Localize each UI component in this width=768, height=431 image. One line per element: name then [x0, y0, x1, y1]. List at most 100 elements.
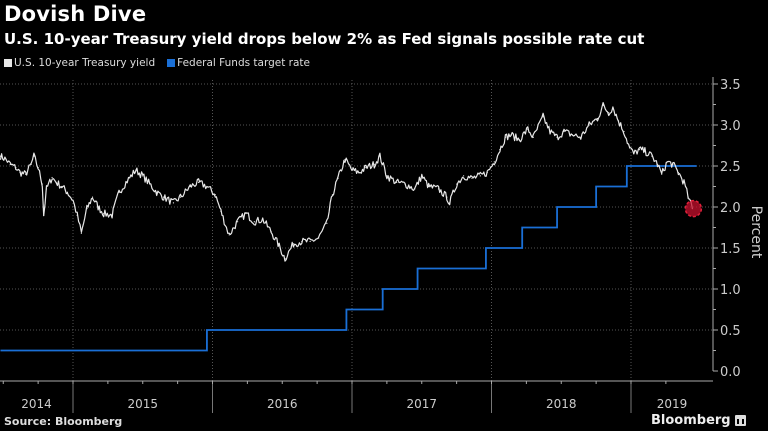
y-tick-label: 3.5: [720, 78, 741, 93]
treasury-yield-point: [214, 194, 216, 196]
treasury-yield-point: [19, 171, 21, 174]
treasury-yield-point: [149, 183, 151, 185]
y-tick-label: 3.0: [720, 119, 741, 134]
latest-value-highlight: [684, 199, 703, 218]
treasury-yield-point: [580, 136, 582, 138]
treasury-yield-point: [284, 258, 286, 260]
treasury-yield-point: [437, 188, 440, 190]
treasury-yield-point: [220, 210, 222, 212]
treasury-yield-point: [549, 130, 551, 133]
legend-label-fed-funds: Federal Funds target rate: [177, 57, 311, 69]
axes: 0.0 0.5 1.0 1.5 2.0 2.5 3.0 3.5 Percent 2014 2015 2…: [0, 77, 764, 413]
treasury-yield-point: [86, 208, 88, 210]
series-treasury-yield: [0, 102, 693, 262]
treasury-yield-point: [644, 150, 646, 152]
treasury-yield-point: [661, 173, 663, 175]
treasury-yield-point: [493, 161, 495, 163]
x-tick-label: 2015: [127, 397, 158, 411]
legend-label-treasury: U.S. 10-year Treasury yield: [14, 57, 156, 69]
treasury-yield-point: [365, 167, 367, 169]
x-tick-label: 2017: [406, 397, 437, 411]
treasury-yield-point: [172, 202, 175, 204]
treasury-yield-point: [571, 134, 574, 136]
treasury-yield-point: [41, 183, 43, 185]
treasury-yield-point: [24, 173, 27, 175]
treasury-yield-point: [617, 120, 620, 122]
treasury-yield-point: [486, 171, 488, 174]
treasury-yield-point: [277, 243, 279, 245]
treasury-yield-point: [623, 130, 625, 133]
treasury-yield-point: [510, 134, 512, 136]
treasury-yield-point: [91, 196, 94, 198]
x-tick-label: 2019: [657, 397, 688, 411]
treasury-yield-point: [379, 155, 381, 157]
treasury-yield-point: [326, 222, 328, 224]
treasury-yield-point: [37, 167, 39, 169]
treasury-yield-point: [351, 169, 353, 171]
series-layer: [0, 102, 697, 352]
treasury-yield-point: [292, 243, 295, 245]
x-tick-label: 2014: [21, 397, 52, 411]
treasury-yield-point: [633, 153, 635, 155]
treasury-yield-point: [5, 158, 7, 161]
bloomberg-chart-icon: [734, 415, 746, 426]
treasury-yield-point: [358, 171, 360, 174]
treasury-yield-point: [331, 194, 334, 196]
treasury-yield-point: [45, 188, 48, 190]
treasury-yield-point: [163, 196, 165, 198]
treasury-yield-point: [0, 155, 2, 157]
y-tick-label: 2.0: [720, 201, 741, 216]
treasury-yield-point: [629, 147, 631, 149]
treasury-yield-point: [638, 149, 640, 151]
treasury-yield-point: [189, 185, 191, 188]
treasury-yield-point: [499, 149, 501, 151]
treasury-yield-point: [43, 214, 45, 216]
treasury-yield-point: [55, 181, 57, 183]
treasury-yield-point: [471, 177, 473, 179]
treasury-yield-point: [237, 221, 239, 223]
treasury-yield-point: [612, 106, 614, 108]
treasury-yield-point: [396, 181, 398, 183]
legend: U.S. 10-year Treasury yield Federal Fund…: [4, 57, 310, 69]
treasury-yield-point: [33, 155, 35, 157]
treasury-yield-point: [80, 232, 82, 234]
treasury-yield-point: [414, 188, 416, 190]
source-note: Source: Bloomberg: [4, 415, 123, 428]
treasury-yield-point: [527, 128, 529, 130]
treasury-yield-point: [253, 221, 255, 223]
treasury-yield-point: [9, 163, 11, 165]
treasury-yield-point: [456, 183, 458, 185]
legend-item-treasury: U.S. 10-year Treasury yield: [4, 57, 155, 69]
treasury-yield-point: [72, 199, 74, 202]
treasury-yield-point: [111, 214, 113, 216]
treasury-yield-point: [428, 185, 430, 188]
legend-item-fed-funds: Federal Funds target rate: [167, 57, 310, 69]
treasury-yield-point: [15, 167, 17, 169]
y-tick-label: 0.0: [720, 365, 741, 380]
treasury-yield-point: [421, 175, 423, 177]
treasury-yield-point: [479, 175, 481, 177]
treasury-yield-point: [504, 136, 507, 138]
treasury-yield-point: [142, 175, 144, 177]
treasury-yield-point: [373, 163, 375, 165]
treasury-yield-point: [135, 169, 137, 171]
treasury-yield-point: [262, 218, 264, 220]
treasury-yield-point: [463, 175, 465, 177]
treasury-yield-point: [563, 130, 565, 133]
treasury-yield-point: [51, 176, 53, 179]
treasury-yield-point: [608, 112, 610, 114]
treasury-yield-point: [337, 177, 339, 179]
treasury-yield-point: [156, 191, 158, 193]
treasury-yield-point: [317, 237, 320, 239]
treasury-yield-point: [542, 116, 544, 118]
treasury-yield-point: [225, 226, 228, 229]
treasury-yield-point: [677, 171, 680, 174]
bloomberg-logo: Bloomberg: [651, 413, 746, 428]
treasury-yield-point: [197, 181, 200, 183]
treasury-yield-point: [651, 155, 653, 157]
y-tick-label: 2.5: [720, 160, 741, 175]
treasury-yield-point: [532, 136, 534, 138]
treasury-yield-point: [446, 196, 448, 198]
treasury-yield-point: [666, 161, 668, 163]
treasury-yield-point: [596, 117, 599, 120]
